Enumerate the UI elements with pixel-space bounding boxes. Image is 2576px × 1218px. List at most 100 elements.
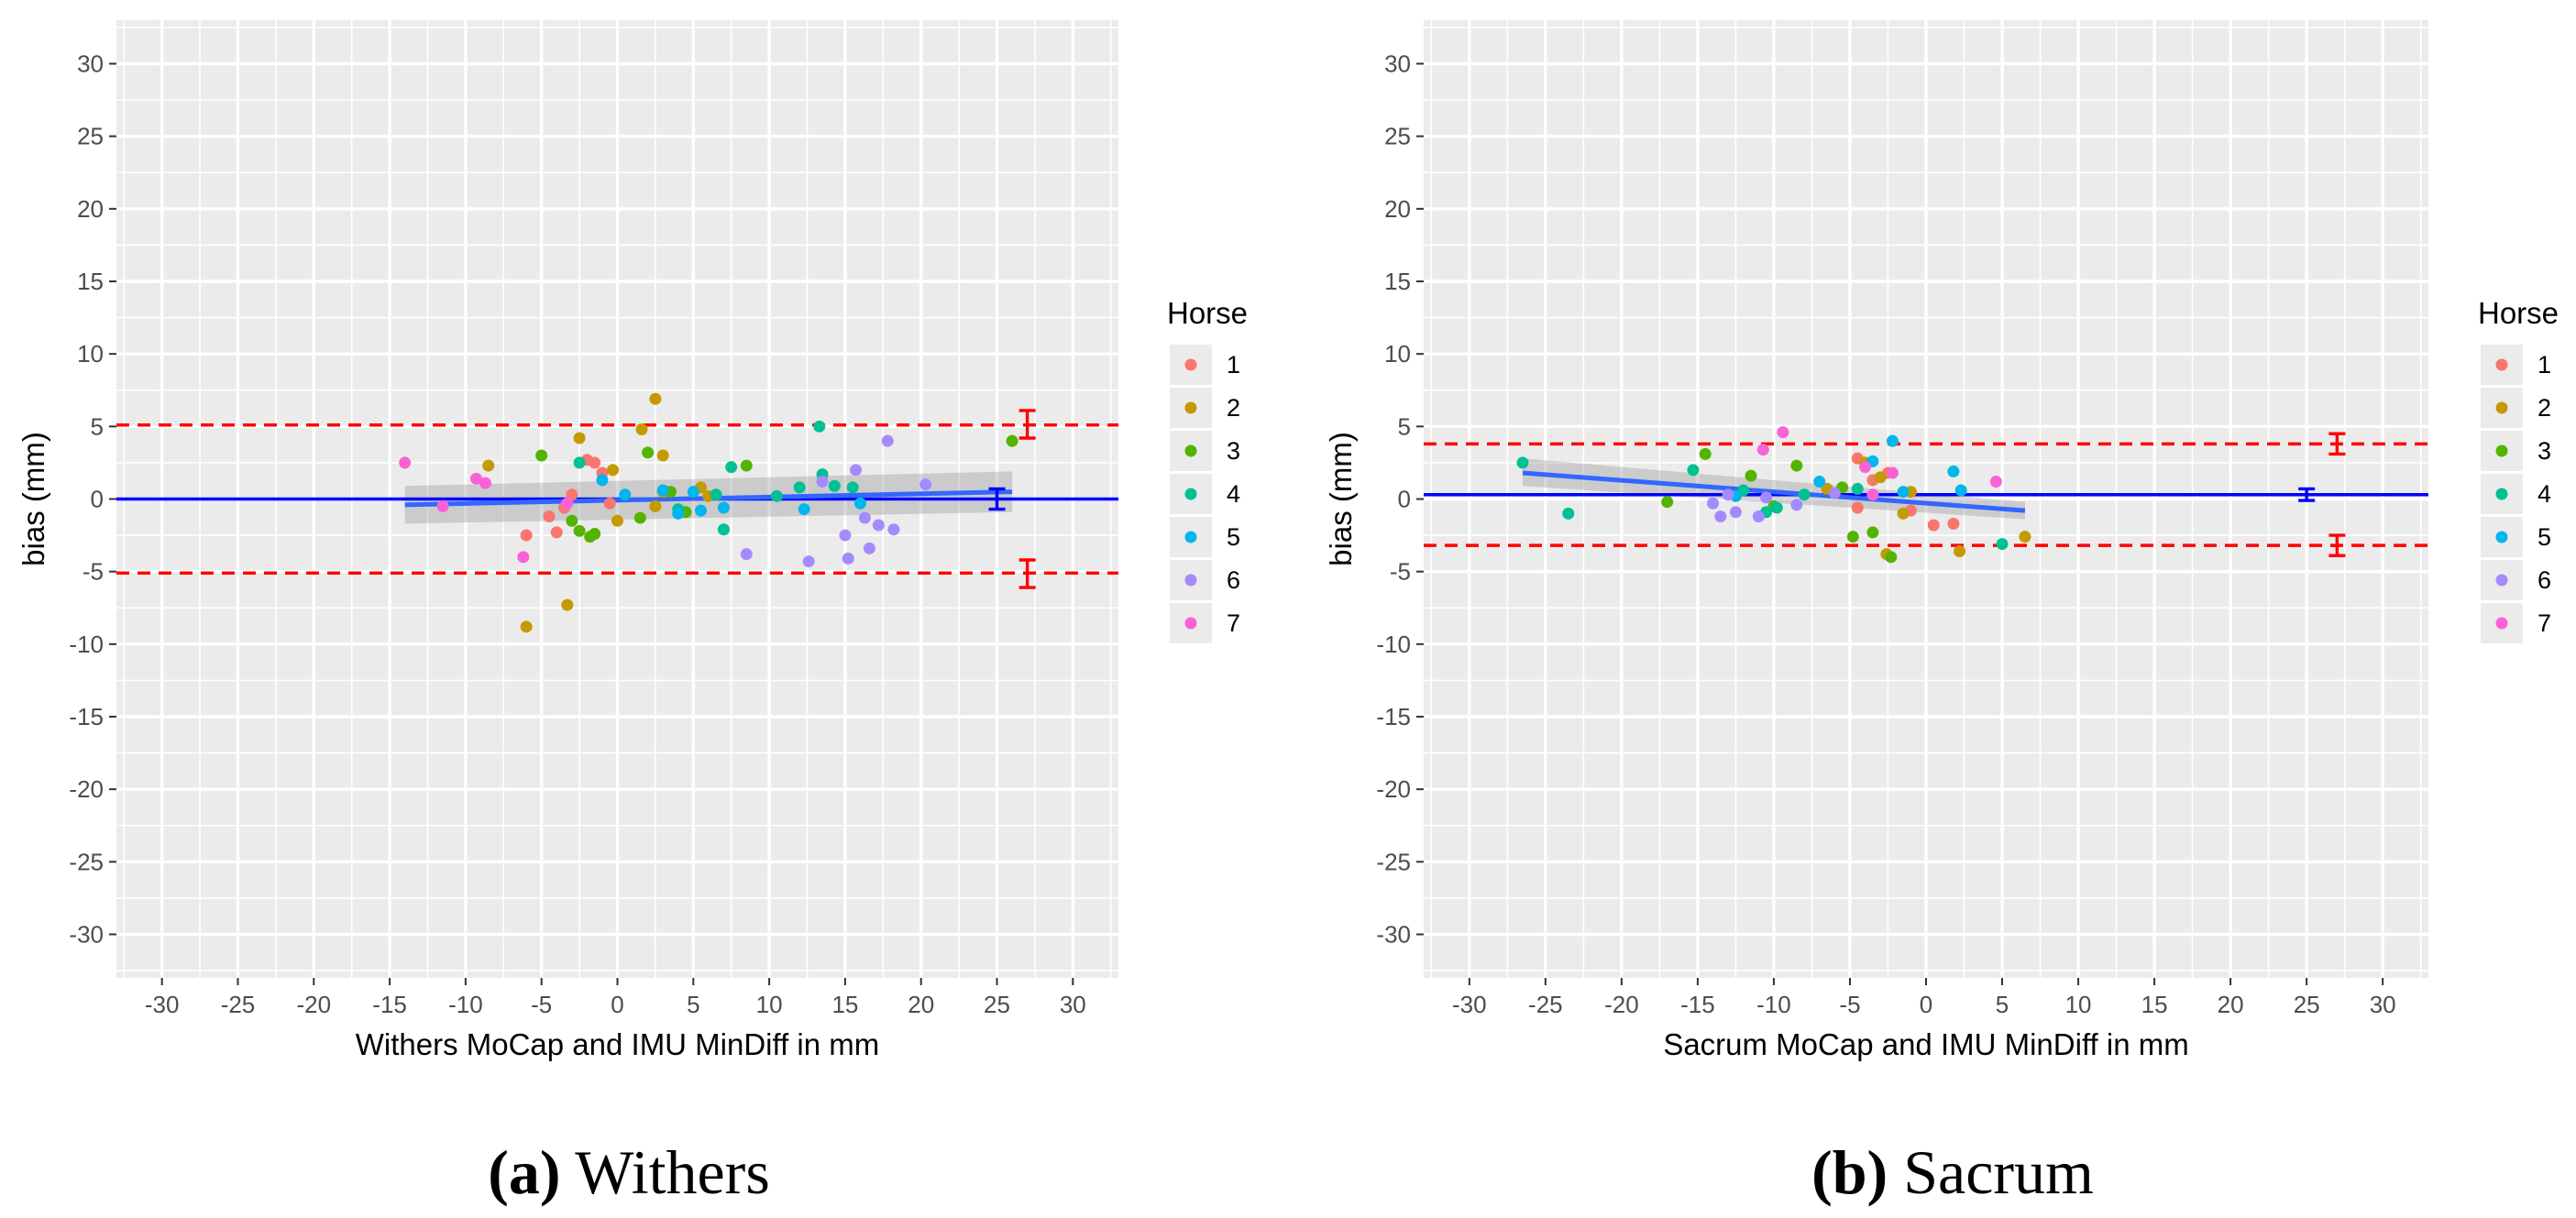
caption-word: Sacrum (1888, 1137, 2094, 1207)
data-point-horse-4 (1851, 482, 1864, 495)
data-point-horse-1 (603, 497, 616, 510)
x-tick-label: 25 (2294, 991, 2320, 1018)
data-point-horse-7 (561, 497, 574, 510)
data-point-horse-2 (656, 449, 669, 462)
data-point-horse-7 (1886, 466, 1899, 479)
data-point-horse-6 (816, 476, 829, 488)
caption-letter: (b) (1811, 1137, 1888, 1207)
y-tick-label: 10 (1384, 340, 1411, 368)
y-tick-label: 25 (1384, 123, 1411, 150)
data-point-horse-7 (479, 477, 491, 489)
y-tick-label: 20 (77, 195, 104, 223)
y-tick-label: -30 (69, 921, 104, 949)
data-point-horse-5 (672, 507, 685, 520)
data-point-horse-6 (858, 511, 871, 524)
data-point-horse-4 (1770, 501, 1783, 514)
data-point-horse-6 (842, 552, 854, 565)
y-tick-label: -25 (1376, 848, 1411, 875)
data-point-horse-6 (740, 548, 753, 561)
data-point-horse-6 (1752, 510, 1765, 522)
y-tick-label: 20 (1384, 195, 1411, 223)
y-tick-label: -25 (69, 848, 104, 875)
data-point-horse-3 (573, 524, 586, 537)
data-point-horse-2 (482, 459, 495, 472)
data-point-horse-2 (561, 598, 574, 611)
data-point-horse-4 (725, 461, 738, 474)
data-point-horse-6 (881, 434, 894, 447)
x-tick-label: 20 (2218, 991, 2244, 1018)
withers-plot: -30 -25 -20 -15 -10 -5 0 5 10 15 20 25 3030252015105… (17, 20, 1248, 1207)
data-point-horse-5 (1886, 434, 1899, 447)
mean-bias-errorbar (2298, 487, 2316, 502)
x-tick-label: 10 (756, 991, 783, 1018)
errorbars-group (988, 409, 1036, 589)
data-point-horse-5 (695, 504, 708, 517)
data-point-horse-2 (611, 514, 623, 527)
legend-label: 5 (2537, 523, 2551, 551)
x-tick-label: -25 (221, 991, 256, 1018)
data-point-horse-3 (1866, 526, 1879, 539)
data-point-horse-4 (1516, 456, 1529, 469)
data-point-horse-4 (717, 523, 730, 536)
x-tick-label: 30 (2370, 991, 2396, 1018)
data-point-horse-5 (853, 497, 866, 510)
data-point-horse-6 (1828, 487, 1841, 499)
data-point-horse-6 (1714, 510, 1727, 522)
legend-label: 7 (1227, 609, 1240, 637)
y-tick-label: 5 (1398, 412, 1411, 440)
legend-key-point (2495, 531, 2508, 543)
data-point-horse-4 (828, 479, 841, 492)
data-point-horse-1 (550, 526, 563, 539)
data-point-horse-5 (717, 501, 730, 514)
data-point-horse-5 (798, 503, 810, 516)
data-point-horse-6 (1729, 506, 1742, 519)
x-tick-label: 5 (687, 991, 699, 1018)
data-point-horse-3 (1790, 459, 1803, 472)
legend-label: 5 (1227, 523, 1240, 551)
y-tick-label: -10 (1376, 631, 1411, 658)
y-tick-label: 25 (77, 123, 104, 150)
y-tick-label: 15 (77, 268, 104, 295)
data-point-horse-3 (1885, 551, 1898, 564)
y-tick-label: -20 (1376, 775, 1411, 803)
legend-key-point (2495, 358, 2508, 371)
data-point-horse-4 (710, 488, 722, 501)
data-point-horse-5 (596, 474, 609, 487)
legend-label: 2 (1227, 394, 1240, 422)
y-tick-label: 0 (1398, 486, 1411, 513)
data-point-horse-6 (839, 529, 852, 542)
legend-key-point (1184, 358, 1197, 371)
legend-label: 4 (2537, 480, 2551, 508)
legend-item-horse-1: 1 (2481, 345, 2551, 385)
y-tick-label: -15 (1376, 703, 1411, 730)
data-point-horse-2 (520, 620, 533, 633)
legend-item-horse-4: 4 (2481, 474, 2551, 514)
data-point-horse-1 (543, 510, 556, 522)
y-axis-title: bias (mm) (17, 432, 50, 566)
data-point-horse-4 (793, 481, 806, 494)
legend-label: 1 (2537, 351, 2551, 379)
x-tick-label: -15 (1680, 991, 1715, 1018)
legend-label: 2 (2537, 394, 2551, 422)
legend-key-point (2495, 444, 2508, 457)
confidence-ribbon (1522, 458, 2025, 520)
caption-letter: (a) (488, 1137, 560, 1207)
fit-confidence-ribbon-group (1522, 458, 2025, 520)
data-point-horse-6 (872, 519, 885, 532)
data-point-horse-1 (1927, 519, 1940, 532)
data-point-horse-4 (1562, 507, 1575, 520)
data-point-horse-7 (517, 551, 530, 564)
data-point-horse-2 (649, 392, 662, 405)
x-tick-label: 25 (984, 991, 1010, 1018)
legend-key-point (1184, 401, 1197, 414)
data-point-horse-3 (642, 446, 655, 459)
legend-item-horse-1: 1 (1170, 345, 1240, 385)
x-tick-label: -5 (1839, 991, 1860, 1018)
legend-title: Horse (2478, 296, 2559, 330)
grid-lines (1424, 20, 2428, 978)
legend-key-point (1184, 444, 1197, 457)
data-point-horse-2 (1897, 507, 1910, 520)
legend-item-horse-3: 3 (2481, 431, 2551, 471)
legend-label: 1 (1227, 351, 1240, 379)
x-axis-title: Withers MoCap and IMU MinDiff in mm (356, 1027, 880, 1061)
